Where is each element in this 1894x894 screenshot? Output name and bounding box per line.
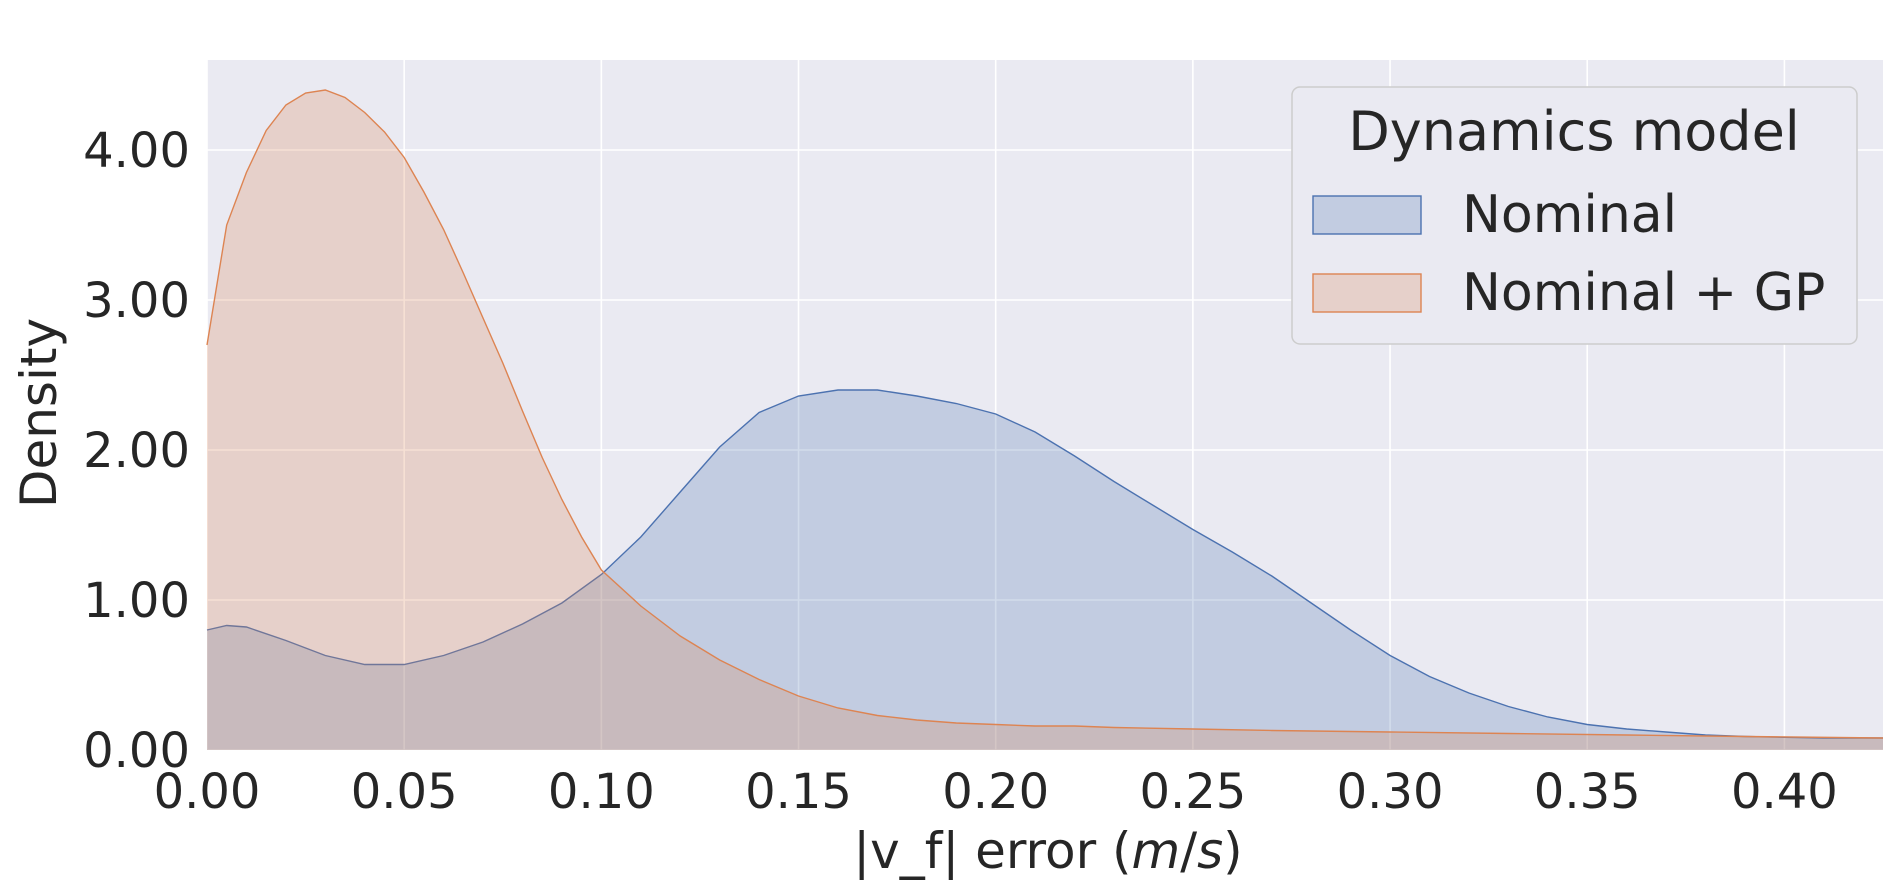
legend-label-nominal: Nominal (1462, 185, 1677, 245)
y-tick-label: 2.00 (83, 423, 190, 479)
y-tick-label: 3.00 (83, 273, 190, 329)
x-tick-label: 0.00 (154, 764, 261, 820)
density-areas (206, 89, 1884, 750)
legend-label-nominal-gp: Nominal + GP (1462, 263, 1825, 323)
y-tick-label: 4.00 (83, 123, 190, 179)
y-axis-label: Density (10, 318, 68, 508)
x-tick-label: 0.35 (1534, 764, 1641, 820)
x-tick-label: 0.10 (548, 764, 655, 820)
density-area-nominal-gp (207, 90, 1883, 750)
y-tick-labels: 0.00 1.00 2.00 3.00 4.00 (83, 123, 190, 779)
x-tick-label: 0.40 (1731, 764, 1838, 820)
legend-title: Dynamics model (1348, 100, 1800, 163)
legend: Dynamics model Nominal Nominal + GP (1291, 86, 1858, 345)
y-tick-label: 1.00 (83, 573, 190, 629)
y-tick-label: 0.00 (83, 723, 190, 779)
x-tick-label: 0.25 (1139, 764, 1246, 820)
x-tick-label: 0.20 (942, 764, 1049, 820)
legend-swatch-nominal (1312, 195, 1422, 235)
density-area-nominal (207, 390, 1883, 750)
legend-swatch-nominal-gp (1312, 273, 1422, 313)
x-tick-label: 0.05 (351, 764, 458, 820)
x-tick-labels: 0.00 0.05 0.10 0.15 0.20 0.25 0.30 0.35 0.40 (154, 764, 1838, 820)
density-line-nominal (206, 389, 1883, 739)
x-tick-label: 0.30 (1337, 764, 1444, 820)
x-tick-label: 0.15 (745, 764, 852, 820)
x-axis-label: |v_f| error (m/s) (853, 822, 1242, 880)
density-line-nominal-gp (206, 89, 1884, 739)
legend-box (1291, 86, 1858, 345)
